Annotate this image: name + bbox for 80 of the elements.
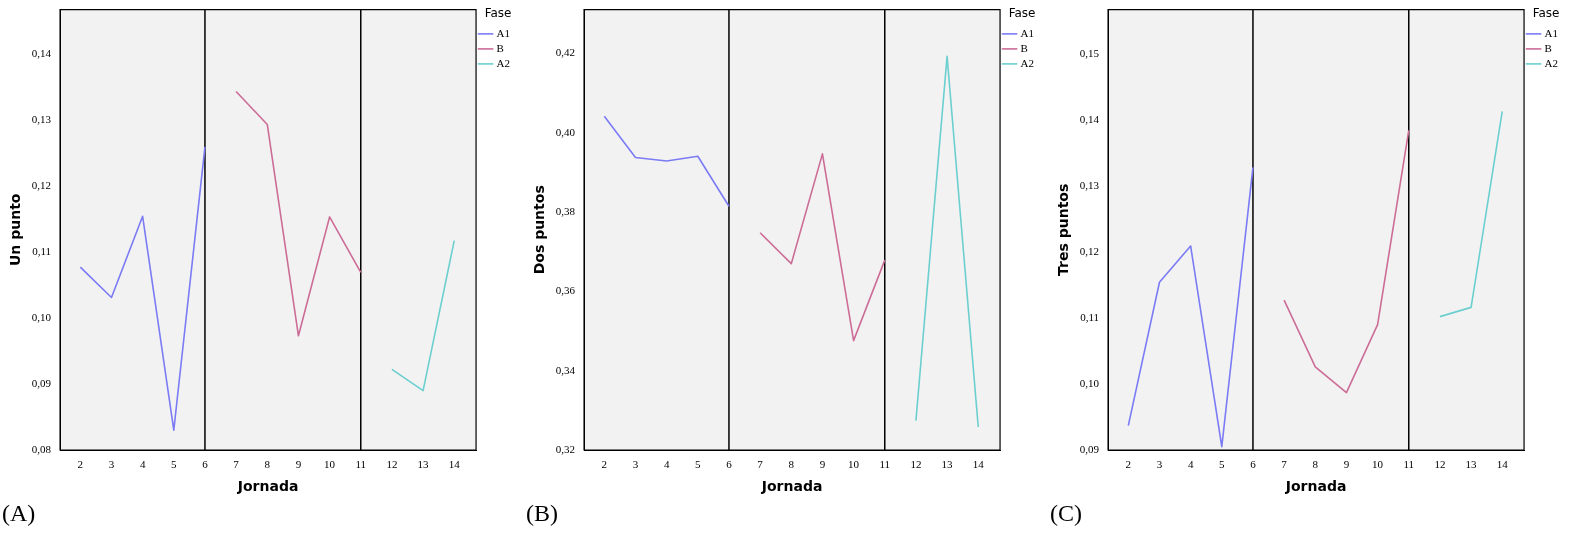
y-axis-title: Dos puntos [531, 185, 548, 275]
legend-title: Fase [1532, 6, 1560, 21]
x-tick-label: 3 [1156, 458, 1163, 471]
y-tick-label: 0,42 [555, 46, 576, 59]
y-axis-title: Un punto [7, 193, 24, 267]
legend-title: Fase [484, 6, 512, 21]
x-tick-label: 6 [1250, 458, 1257, 471]
x-tick-label: 7 [757, 458, 764, 471]
y-tick-label: 0,08 [31, 442, 52, 455]
x-tick-label: 9 [1343, 458, 1350, 471]
y-tick-label: 0,09 [1079, 442, 1100, 455]
x-tick-label: 11 [1403, 458, 1415, 471]
y-tick-label: 0,14 [31, 46, 52, 59]
legend-label: A2 [1020, 56, 1035, 69]
x-tick-label: 7 [233, 458, 240, 471]
x-tick-label: 4 [139, 458, 146, 471]
text: (C) [1050, 500, 1082, 527]
x-tick-label: 12 [910, 458, 922, 471]
x-tick-label: 10 [848, 458, 860, 471]
x-tick-label: 8 [788, 458, 795, 471]
x-tick-label: 14 [972, 458, 985, 471]
y-tick-label: 0,10 [31, 310, 52, 323]
y-tick-label: 0,12 [1079, 244, 1100, 257]
y-tick-label: 0,40 [555, 125, 576, 138]
legend-title: Fase [1008, 6, 1036, 21]
x-tick-label: 5 [171, 458, 178, 471]
y-tick-label: 0,13 [31, 112, 52, 125]
x-tick-label: 9 [819, 458, 826, 471]
x-tick-label: 13 [941, 458, 954, 471]
y-tick-label: 0,12 [31, 178, 52, 191]
y-tick-label: 0,15 [1079, 46, 1100, 59]
y-tick-label: 0,09 [31, 376, 52, 389]
y-tick-label: 0,38 [555, 205, 576, 218]
text: (B) [526, 500, 558, 527]
x-tick-label: 9 [295, 458, 302, 471]
x-tick-label: 3 [632, 458, 639, 471]
x-tick-label: 7 [1281, 458, 1288, 471]
legend-label: B [496, 41, 504, 54]
x-tick-label: 11 [355, 458, 367, 471]
legend-label: B [1020, 41, 1028, 54]
y-tick-label: 0,11 [1080, 310, 1100, 323]
legend-label: A1 [1020, 26, 1035, 39]
x-tick-label: 11 [879, 458, 891, 471]
x-tick-label: 2 [601, 458, 608, 471]
y-tick-label: 0,14 [1079, 112, 1100, 125]
x-tick-label: 4 [663, 458, 670, 471]
x-tick-label: 4 [1187, 458, 1194, 471]
x-tick-label: 14 [1496, 458, 1509, 471]
x-tick-label: 12 [386, 458, 398, 471]
y-tick-label: 0,10 [1079, 376, 1100, 389]
x-tick-label: 10 [324, 458, 336, 471]
y-tick-label: 0,13 [1079, 178, 1100, 191]
x-tick-label: 8 [264, 458, 271, 471]
legend-label: B [1544, 41, 1552, 54]
x-tick-label: 14 [448, 458, 461, 471]
x-tick-label: 13 [1465, 458, 1478, 471]
legend-label: A2 [1544, 56, 1559, 69]
x-tick-label: 3 [108, 458, 115, 471]
y-axis-title: Tres puntos [1055, 183, 1072, 276]
x-tick-label: 5 [695, 458, 702, 471]
x-axis-title: Jornada [760, 478, 823, 495]
x-axis-title: Jornada [1284, 478, 1347, 495]
x-tick-label: 6 [202, 458, 209, 471]
x-tick-label: 10 [1372, 458, 1384, 471]
legend-label: A2 [496, 56, 511, 69]
x-tick-label: 2 [77, 458, 84, 471]
x-tick-label: 12 [1434, 458, 1446, 471]
x-tick-label: 8 [1312, 458, 1319, 471]
legend-label: A1 [1544, 26, 1559, 39]
legend-label: A1 [496, 26, 511, 39]
y-tick-label: 0,32 [555, 442, 576, 455]
y-tick-label: 0,36 [555, 284, 576, 297]
x-axis-title: Jornada [236, 478, 299, 495]
x-tick-label: 2 [1125, 458, 1132, 471]
y-tick-label: 0,11 [32, 244, 52, 257]
x-tick-label: 13 [417, 458, 430, 471]
text: (A) [2, 500, 36, 527]
x-tick-label: 6 [726, 458, 733, 471]
x-tick-label: 5 [1219, 458, 1226, 471]
y-tick-label: 0,34 [555, 363, 576, 376]
